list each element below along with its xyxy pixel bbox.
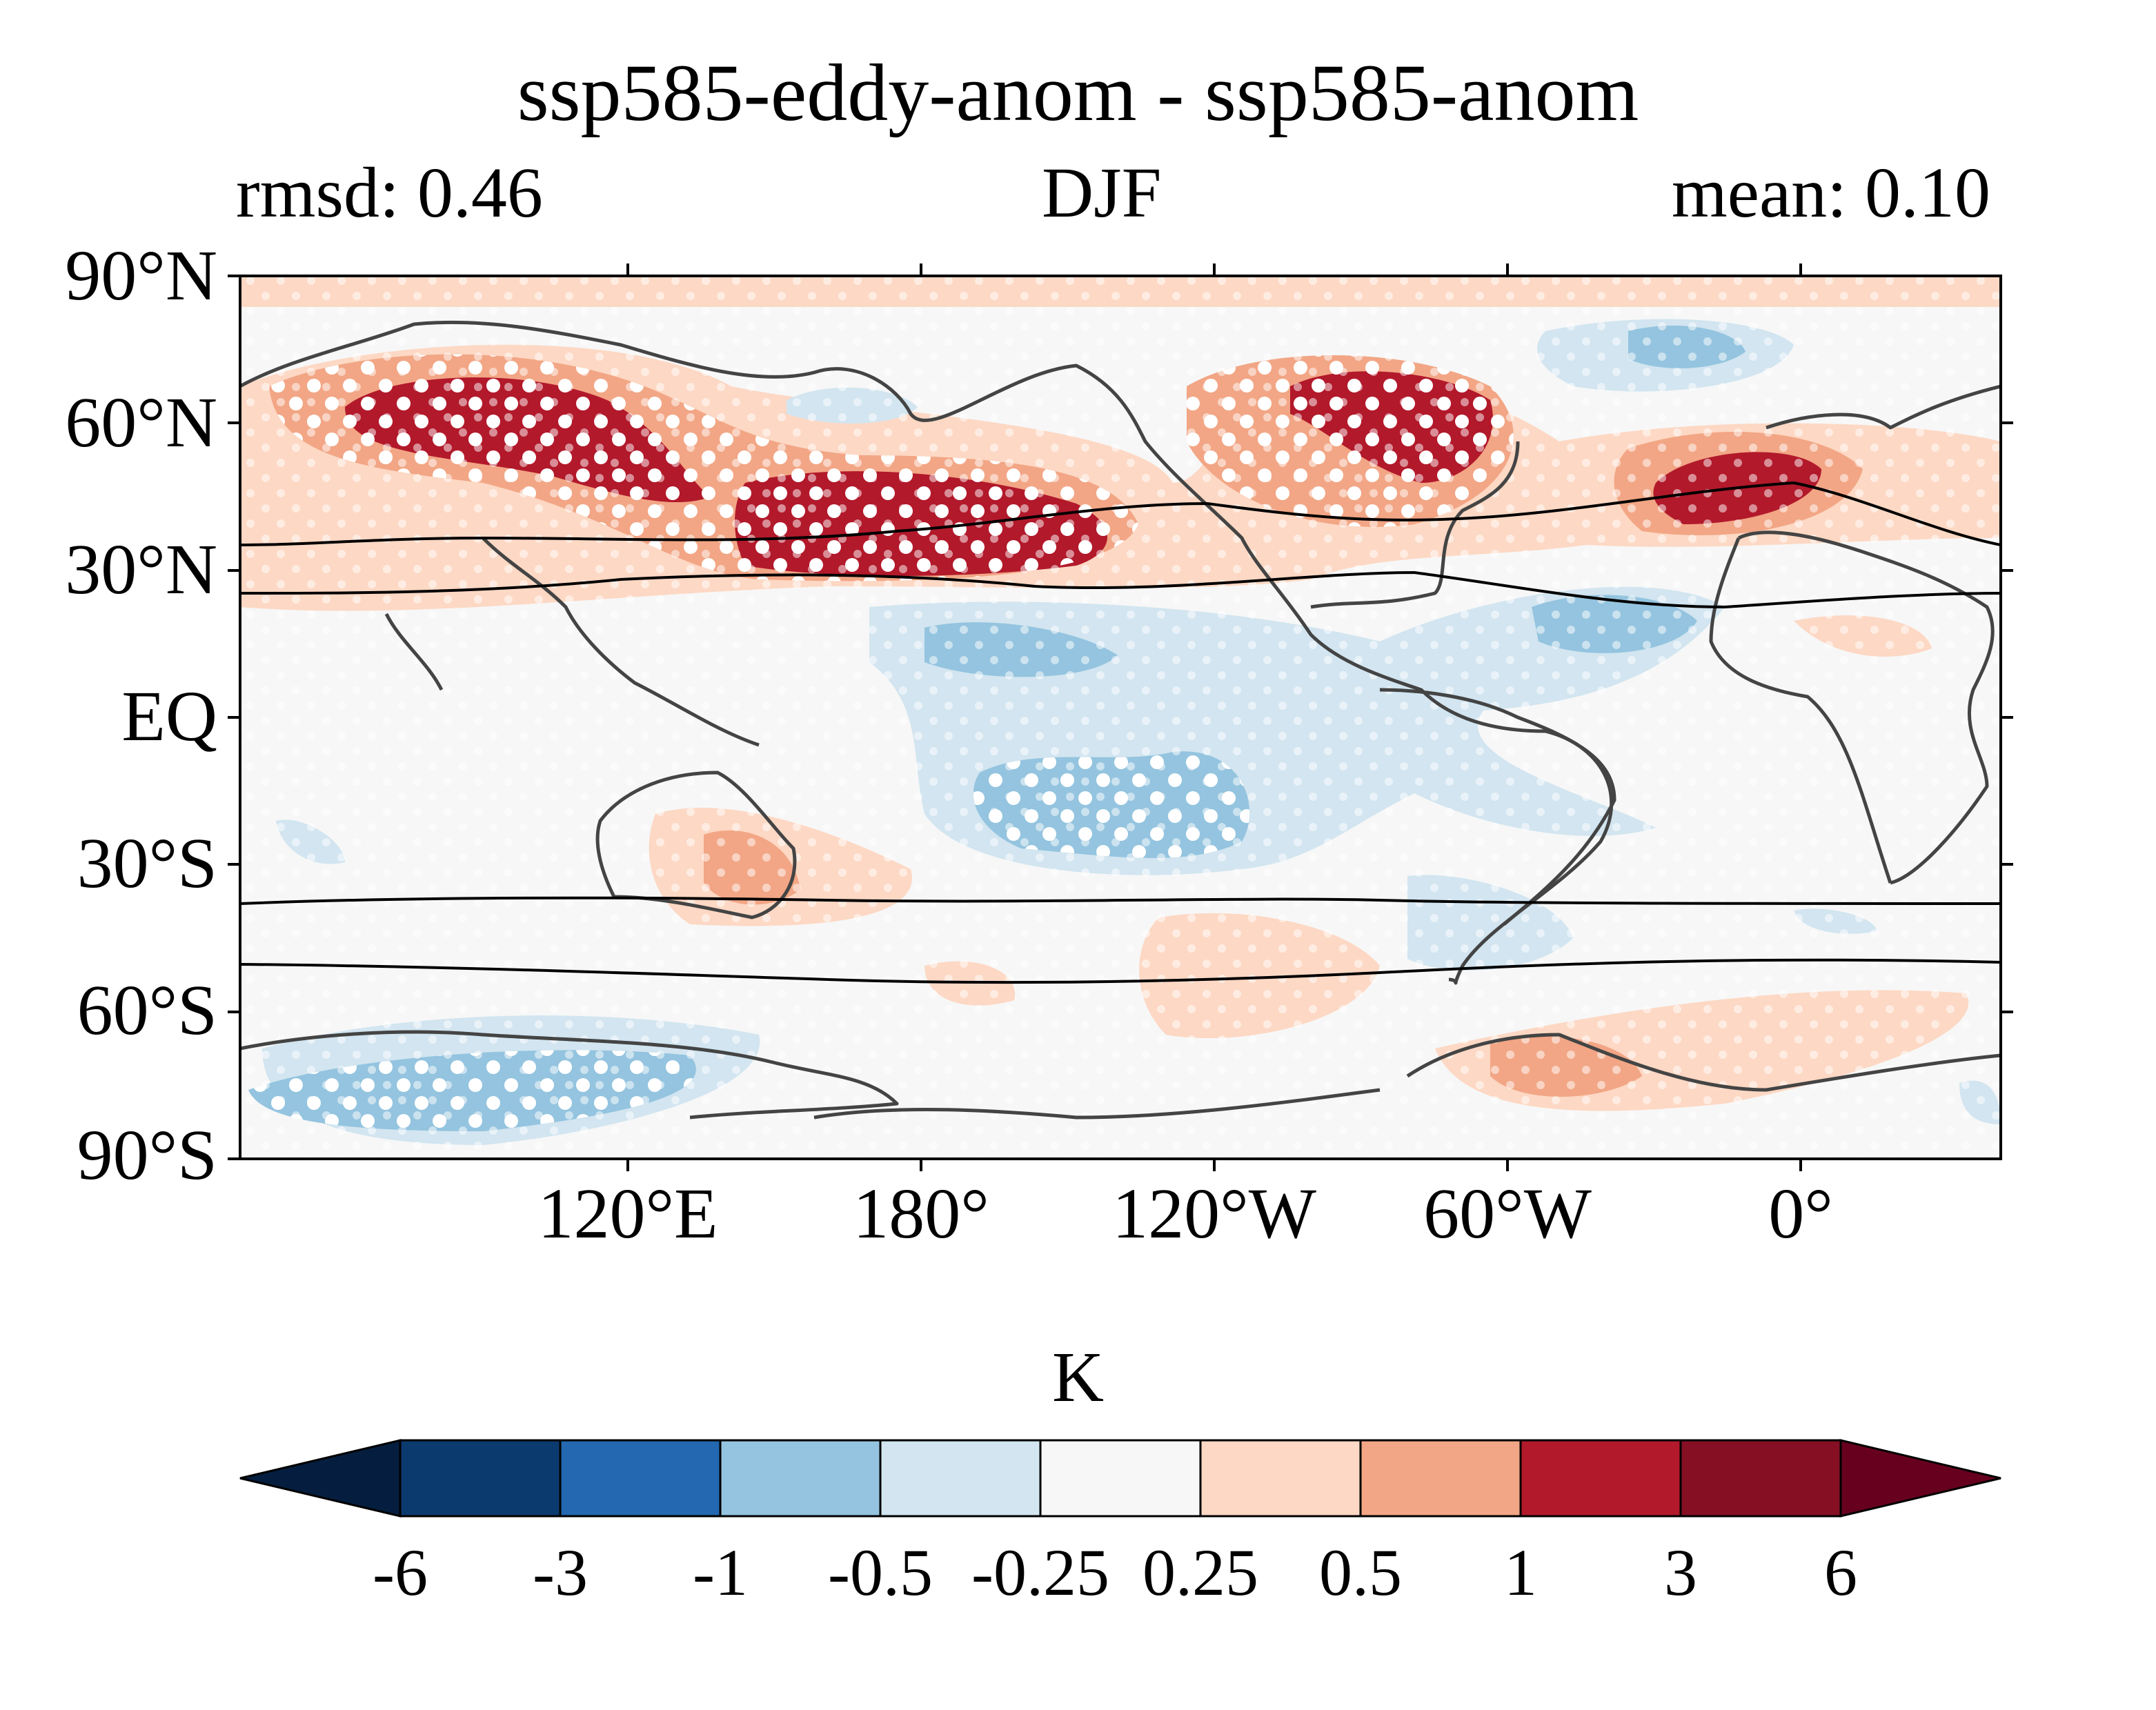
ross-coast bbox=[813, 1088, 1381, 1120]
colorbar-segment bbox=[879, 1439, 1042, 1518]
colorbar-tick-label: -1 bbox=[693, 1535, 748, 1609]
jet-contours bbox=[240, 481, 2001, 984]
colorbar-extend-high bbox=[1839, 1439, 2001, 1518]
colorbar-segment bbox=[719, 1439, 882, 1518]
colorbar-extend-low bbox=[239, 1439, 402, 1518]
africa-west-coast bbox=[1709, 537, 1892, 884]
colorbar-tick-label: -3 bbox=[533, 1535, 588, 1609]
lat-label-30n: 30°N bbox=[65, 530, 217, 609]
colorbar-tick-label: -6 bbox=[373, 1535, 428, 1609]
colorbar-tick-label: -0.5 bbox=[828, 1535, 933, 1609]
sh-jet-contour-south bbox=[240, 958, 2001, 984]
lat-label-90s: 90°S bbox=[77, 1115, 217, 1195]
rmsd-label: rmsd: 0.46 bbox=[236, 153, 543, 232]
lat-label-60n: 60°N bbox=[65, 383, 217, 462]
colorbar-tick-label: 1 bbox=[1504, 1535, 1537, 1609]
colorbar-tick-label: -0.25 bbox=[971, 1535, 1109, 1609]
lon-label-120e: 120°E bbox=[537, 1174, 718, 1253]
stippling-significant bbox=[248, 354, 1514, 1131]
lon-label-0: 0° bbox=[1768, 1174, 1833, 1253]
colorbar-segment bbox=[1359, 1439, 1522, 1518]
lon-label-120w: 120°W bbox=[1112, 1174, 1316, 1253]
colorbar-segment bbox=[1039, 1439, 1202, 1518]
colorbar-tick-label: 3 bbox=[1664, 1535, 1697, 1609]
north-america-east-coast bbox=[1310, 441, 1520, 609]
colorbar-segment bbox=[399, 1439, 562, 1518]
colorbar-segment bbox=[559, 1439, 722, 1518]
nh-jet-contour-south bbox=[240, 570, 2001, 609]
colorbar-tick-label: 0.5 bbox=[1319, 1535, 1402, 1609]
south-america-coast bbox=[1379, 688, 1616, 926]
lon-label-180: 180° bbox=[853, 1174, 989, 1253]
colorbar-tick-label: 0.25 bbox=[1143, 1535, 1258, 1609]
colorbar-segment bbox=[1199, 1439, 1362, 1518]
nh-jet-contour-north bbox=[240, 481, 2001, 546]
map-area bbox=[240, 276, 2001, 1159]
india-coast bbox=[384, 613, 444, 691]
colorbar bbox=[239, 1439, 2001, 1518]
mean-label: mean: 0.10 bbox=[1671, 153, 1990, 232]
lat-label-60s: 60°S bbox=[77, 971, 217, 1050]
west-antarctica-coast bbox=[1406, 1033, 2001, 1092]
plot-title: ssp585-eddy-anom - ssp585-anom bbox=[517, 48, 1639, 138]
east-antarctica-coast bbox=[240, 1030, 899, 1120]
coastlines bbox=[240, 320, 2001, 1120]
colorbar-segment bbox=[1679, 1439, 1842, 1518]
lat-label-eq: EQ bbox=[121, 677, 217, 756]
axis-ticks bbox=[228, 264, 2013, 1171]
europe-coast bbox=[1766, 384, 2001, 430]
lat-label-30s: 30°S bbox=[77, 824, 217, 903]
lat-label-90n: 90°N bbox=[65, 236, 217, 315]
season-label: DJF bbox=[1042, 153, 1162, 232]
americas-pacific-coast bbox=[240, 320, 1614, 985]
africa-coast bbox=[1737, 530, 1995, 885]
sh-jet-contour-north bbox=[240, 896, 2001, 905]
colorbar-segment bbox=[1519, 1439, 1682, 1518]
southeast-asia-coast bbox=[482, 537, 760, 747]
lon-label-60w: 60°W bbox=[1423, 1174, 1592, 1253]
colorbar-tick-label: 6 bbox=[1824, 1535, 1857, 1609]
colorbar-unit-label: K bbox=[1051, 1338, 1105, 1417]
